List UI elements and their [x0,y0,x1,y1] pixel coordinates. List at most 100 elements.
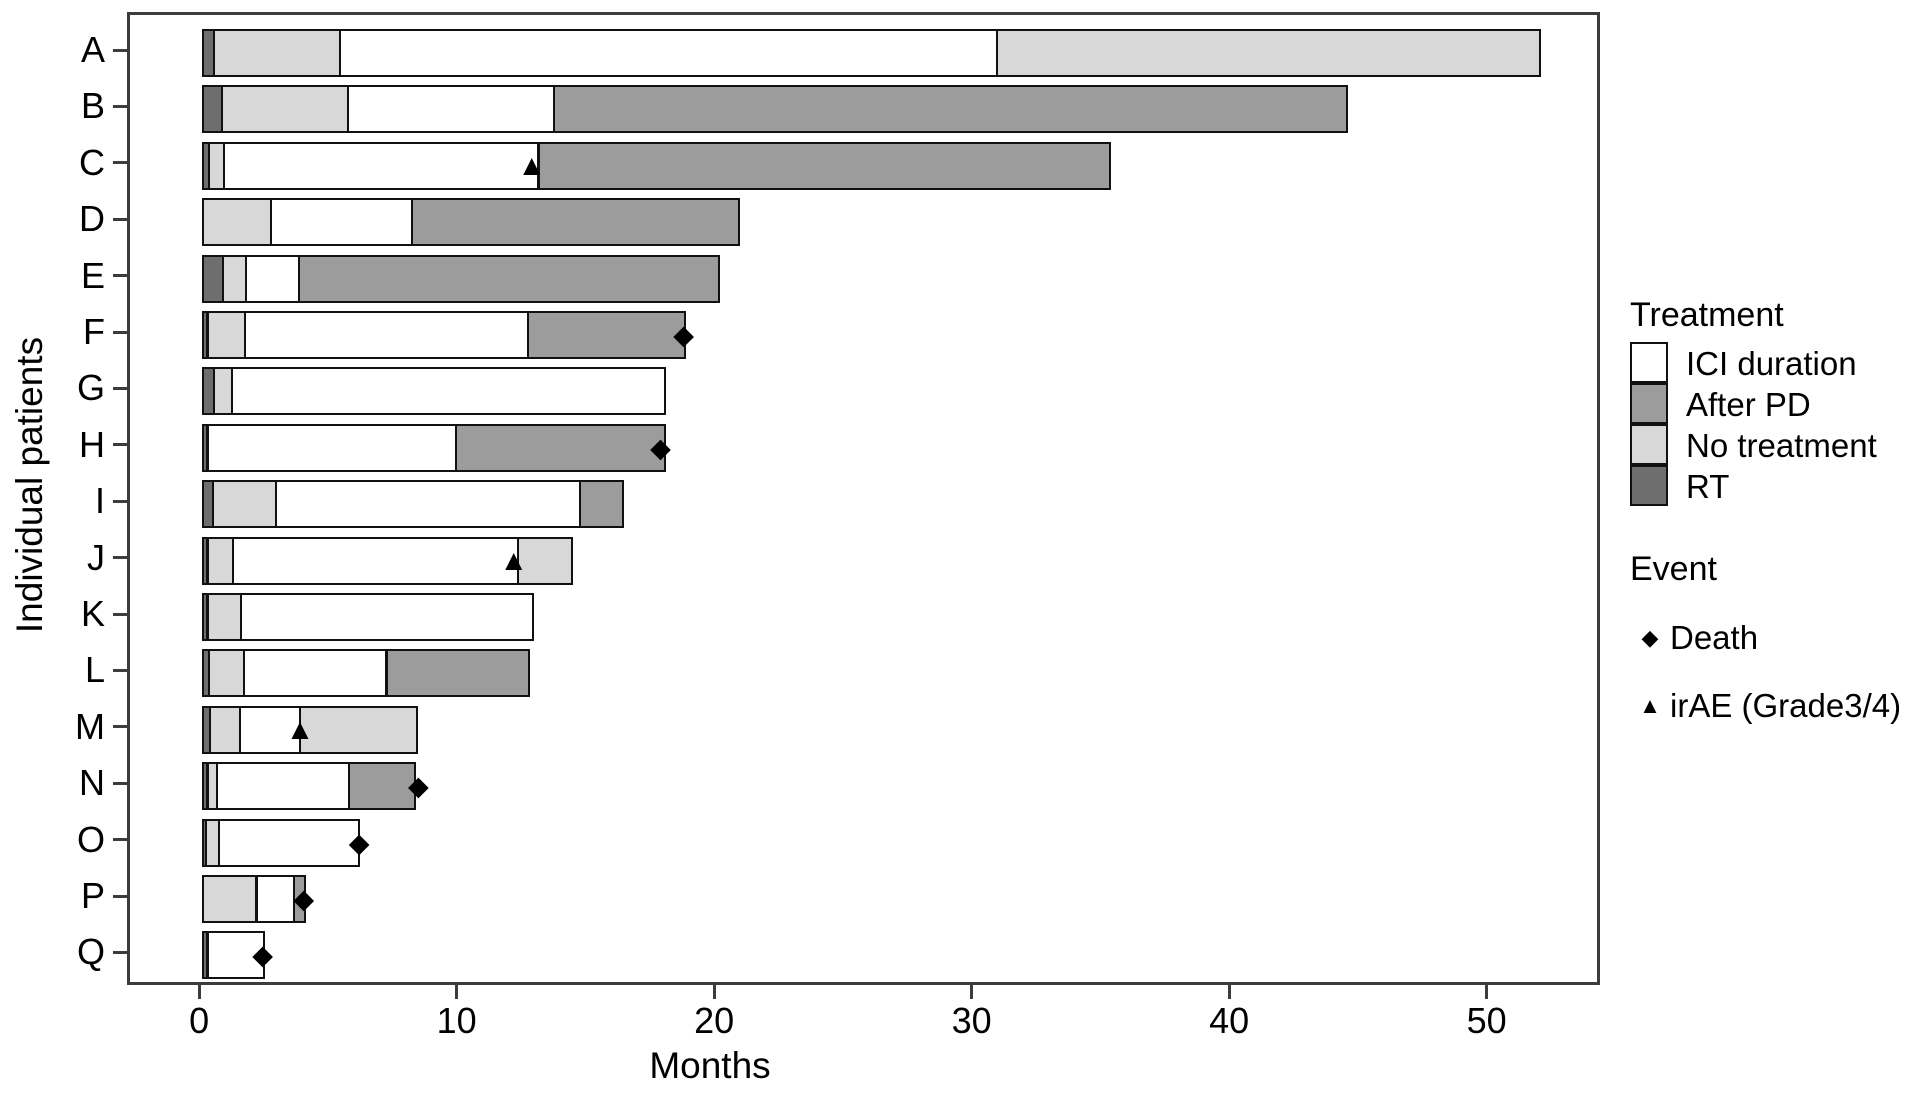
y-tick-label-P: P [80,875,105,916]
y-tick-label-B: B [80,85,105,127]
bar-segment-B-rt [202,85,223,134]
x-tick-mark [712,985,716,999]
bar-segment-F-after_pd [527,311,687,359]
y-tick-mark [113,556,127,560]
y-tick-mark [113,274,127,278]
legend-label-after_pd: After PD [1686,385,1811,423]
irae-marker-C: ▲ [517,149,547,182]
bar-segment-E-after_pd [298,254,720,303]
bar-segment-G-ici [231,367,666,416]
bar-segment-E-ici [245,254,300,303]
bar-segment-E-no_treatment [222,254,248,303]
bar-segment-H-ici [206,423,457,472]
legend-event-title: Event [1630,550,1717,588]
x-axis-title: Months [649,1045,771,1086]
bar-segment-H-after_pd [455,423,666,472]
legend: Treatment ICI duration After PD No treatme… [1630,295,1910,725]
death-legend-marker-icon: ◆ [1641,625,1659,650]
y-tick-mark [113,161,127,165]
bar-segment-I-after_pd [578,480,625,529]
y-tick-mark [113,781,127,785]
y-tick-label-M: M [75,705,105,747]
x-tick-label-40: 40 [1209,1000,1250,1041]
legend-label-no_treatment: No treatment [1686,426,1877,464]
y-tick-label-H: H [79,423,105,465]
bar-segment-C-after_pd [537,141,1112,190]
bar-segment-F-no_treatment [206,311,246,359]
y-tick-label-I: I [94,480,105,522]
y-tick-label-E: E [80,254,105,296]
legend-label-ici: ICI duration [1686,344,1857,382]
legend-label-rt: RT [1686,467,1730,505]
death-marker-H: ◆ [650,432,671,463]
bar-segment-O-ici [218,818,361,867]
death-marker-Q: ◆ [252,940,273,971]
x-tick-label-30: 30 [951,1000,992,1041]
x-tick-mark [1485,985,1489,999]
y-tick-mark [113,894,127,898]
y-tick-label-F: F [83,311,105,352]
y-tick-label-O: O [76,818,105,860]
y-tick-label-G: G [76,367,105,409]
bar-segment-K-ici [240,593,535,641]
bar-segment-A-no_treatment [213,29,342,77]
bar-segment-J-no_treatment [516,536,573,585]
y-tick-mark [113,104,127,108]
bar-segment-F-ici [243,311,530,359]
legend-swatch-ici [1630,342,1668,383]
bar-segment-L-no_treatment [207,649,245,698]
y-tick-label-N: N [79,762,105,804]
y-tick-mark [113,499,127,503]
bar-segment-N-after_pd [348,762,416,811]
legend-event-block: Event ◆ Death ▲ irAE (Grade3/4) [1630,549,1910,725]
legend-item-after_pd: After PD [1630,383,1910,425]
legend-event-label-irae: irAE (Grade3/4) [1670,687,1902,724]
y-tick-mark [113,48,127,52]
bar-segment-C-ici [223,141,540,190]
y-tick-mark [113,386,127,390]
bar-segment-D-ici [269,198,414,247]
y-tick-mark [113,668,127,672]
death-marker-O: ◆ [348,827,370,858]
y-tick-mark [113,950,127,954]
legend-event-label-death: Death [1670,619,1759,656]
y-tick-label-K: K [80,593,105,634]
x-tick-label-20: 20 [694,1000,735,1041]
bar-segment-I-no_treatment [211,480,277,529]
x-tick-mark [455,985,459,999]
y-tick-label-L: L [84,649,105,691]
legend-item-ici: ICI duration [1630,342,1910,384]
legend-event-item-death: ◆ Death [1630,619,1910,657]
death-marker-F: ◆ [673,320,695,350]
x-tick-label-10: 10 [436,1000,477,1041]
legend-event-items: ◆ Death ▲ irAE (Grade3/4) [1630,619,1910,725]
bar-segment-E-rt [202,254,224,303]
legend-item-no_treatment: No treatment [1630,424,1910,466]
plot-area: ▲ ◆ ◆ ▲ ▲ ◆ ◆ ◆ ◆ [127,12,1600,985]
x-tick-mark [1227,985,1231,999]
bar-segment-M-no_treatment [299,705,419,754]
bar-segment-A-ici [339,29,998,77]
y-tick-mark [113,443,127,447]
bar-segment-Q-ici [206,931,266,980]
y-tick-mark [113,217,127,221]
y-tick-mark [113,612,127,616]
legend-swatch-after_pd [1630,383,1668,424]
irae-marker-M: ▲ [285,713,315,746]
y-tick-label-D: D [79,198,105,240]
bar-segment-I-ici [274,480,581,529]
legend-treatment-title: Treatment [1630,296,1784,334]
bar-segment-B-no_treatment [220,85,349,134]
irae-marker-J: ▲ [499,544,529,577]
y-tick-label-C: C [79,141,105,183]
death-marker-N: ◆ [408,771,429,802]
legend-treatment-items: ICI duration After PD No treatment RT [1630,342,1910,507]
bar-segment-G-no_treatment [213,367,233,416]
legend-item-rt: RT [1630,465,1910,507]
irae-legend-marker-icon: ▲ [1639,693,1661,718]
bar-segment-D-after_pd [411,198,741,247]
bar-segment-J-no_treatment [206,536,235,585]
x-tick-label-50: 50 [1466,1000,1507,1041]
x-tick-mark [197,985,201,999]
bar-segment-K-no_treatment [206,593,242,641]
